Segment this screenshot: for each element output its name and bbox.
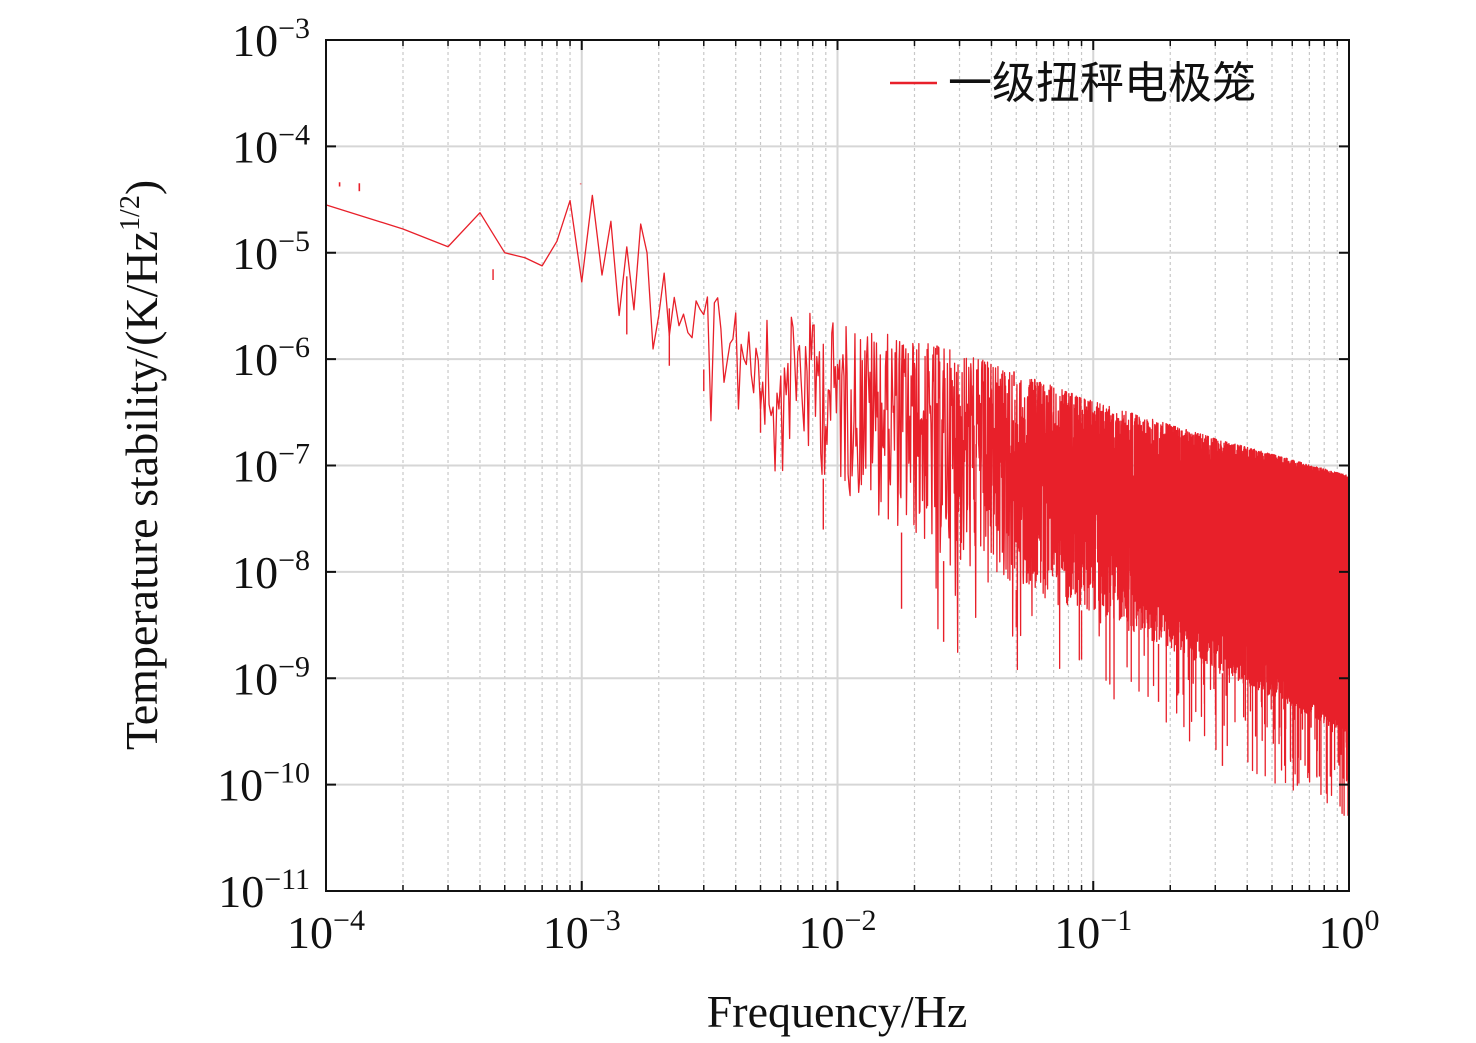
y-tick-label: 10−11 [218,863,310,917]
y-tick-label: 10−4 [232,118,310,172]
y-tick-label-exponent: −3 [278,12,310,45]
y-axis-label-superscript: 1/2 [115,195,146,231]
y-tick-label-exponent: −9 [278,650,310,683]
y-tick-label-base: 10 [232,547,278,598]
y-tick-label-exponent: −6 [278,331,310,364]
series-line-0 [325,194,1350,816]
axis-ticks [325,39,1350,892]
y-tick-label-base: 10 [232,653,278,704]
y-tick-label-base: 10 [218,866,264,917]
y-tick-label: 10−10 [217,757,310,811]
x-tick-label: 10−1 [1054,904,1132,958]
y-tick-label-exponent: −5 [278,225,310,258]
x-axis-label: Frequency/Hz [707,986,968,1037]
y-tick-label-exponent: −4 [278,118,310,151]
y-axis-label: Temperature stability/(K/Hz1/2) [115,180,167,750]
y-tick-label-base: 10 [232,228,278,279]
y-tick-label-base: 10 [217,760,263,811]
x-tick-label: 10−2 [799,904,877,958]
y-tick-label: 10−5 [232,225,310,279]
y-tick-label-exponent: −11 [264,863,310,896]
y-tick-label-exponent: −8 [278,544,310,577]
y-tick-label: 10−3 [232,12,310,66]
x-tick-label-base: 10 [543,907,589,958]
x-tick-label-base: 10 [799,907,845,958]
series-group [325,182,1350,816]
x-tick-label-exponent: 0 [1365,904,1380,937]
y-axis-label-main: Temperature stability/(K/Hz [116,231,167,750]
y-tick-label-base: 10 [232,15,278,66]
x-tick-label-exponent: −3 [589,904,621,937]
y-tick-label: 10−7 [232,438,310,492]
x-tick-label: 10−3 [543,904,621,958]
x-tick-label-base: 10 [287,907,333,958]
y-axis-label-close: ) [116,180,167,195]
y-tick-label-exponent: −10 [263,757,310,790]
legend: 一级扭秤电极笼 [890,58,1256,109]
y-tick-label: 10−8 [232,544,310,598]
x-tick-label: 100 [1319,904,1380,958]
x-tick-label-base: 10 [1319,907,1365,958]
x-tick-labels: 10−4 10−3 10−2 10−1 100 [287,904,1379,958]
x-tick-label-exponent: −4 [333,904,365,937]
x-tick-label-exponent: −2 [845,904,877,937]
x-tick-label: 10−4 [287,904,365,958]
y-tick-label: 10−6 [232,331,310,385]
legend-label: 一级扭秤电极笼 [948,58,1256,109]
y-tick-label-base: 10 [232,121,278,172]
y-tick-label-base: 10 [232,441,278,492]
y-tick-label: 10−9 [232,650,310,704]
x-tick-label-base: 10 [1054,907,1100,958]
y-tick-label-exponent: −7 [278,438,310,471]
x-tick-label-exponent: −1 [1100,904,1132,937]
y-tick-label-base: 10 [232,334,278,385]
